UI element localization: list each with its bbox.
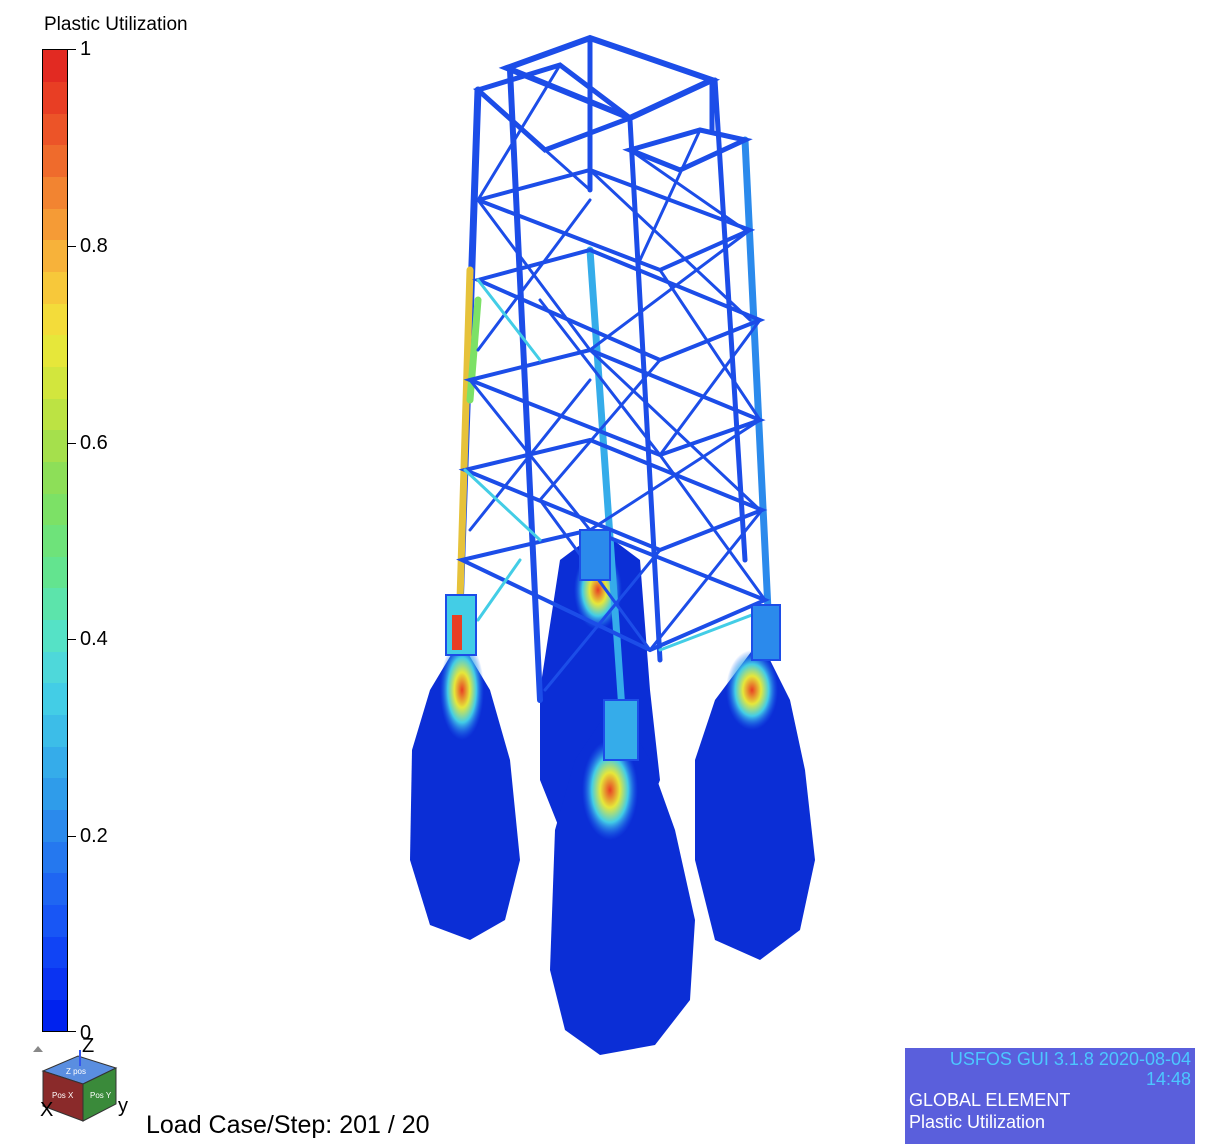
color-bar-segment [43, 144, 67, 178]
tick-label-0.6: 0.6 [80, 432, 108, 454]
tick-mark [68, 246, 76, 247]
color-bar-segment [43, 50, 67, 83]
x-axis-label: X [40, 1099, 53, 1121]
triad-face-top-label: Z pos [66, 1067, 86, 1076]
triad-face-right [82, 1067, 117, 1122]
color-bar-segment [43, 429, 67, 462]
foundation-piles [410, 530, 815, 1055]
color-bar-segment [43, 682, 67, 716]
tick-label-0.2: 0.2 [80, 825, 108, 847]
version-label: USFOS GUI 3.1.8 2020-08-04 14:48 [949, 1049, 1191, 1089]
color-bar-segment [43, 967, 67, 1000]
color-bar-segment [43, 556, 67, 589]
color-bar-segment [43, 809, 67, 842]
color-bar-segment [43, 524, 67, 557]
color-bar-segment [43, 619, 67, 652]
tick-label-0: 0 [80, 1022, 92, 1044]
result-scope-label: GLOBAL ELEMENT [909, 1090, 1071, 1110]
color-bar-segment [43, 904, 67, 937]
tick-mark [68, 443, 76, 444]
tick-label-1: 1 [80, 38, 92, 60]
hotspot-left [440, 640, 484, 740]
triad-face-right-label: Pos Y [90, 1091, 112, 1100]
color-bar-segment [43, 334, 67, 367]
color-bar-segment [43, 113, 67, 146]
pile-body-right [695, 640, 815, 960]
y-axis-label: y [118, 1095, 128, 1117]
tick-label-0.8: 0.8 [80, 235, 108, 257]
tick-mark [68, 836, 76, 837]
up-arrow-icon[interactable] [33, 1046, 43, 1052]
color-bar-segment [43, 999, 67, 1032]
tick-mark [68, 49, 76, 50]
color-bar-segment [43, 714, 67, 747]
color-bar-segment [43, 303, 67, 336]
hotspot-right [726, 650, 778, 730]
color-bar-segment [43, 81, 67, 114]
color-bar-segment [43, 493, 67, 526]
color-bar-segment [43, 208, 67, 241]
legend-title: Plastic Utilization [44, 14, 188, 35]
hotspot-front [582, 740, 638, 840]
color-bar-segment [43, 777, 67, 810]
color-bar-segment [43, 651, 67, 684]
color-bar-segment [43, 176, 67, 209]
color-bar [42, 49, 68, 1032]
triad-face-left-label: Pos X [52, 1091, 74, 1100]
color-bar-segment [43, 366, 67, 399]
z-axis-label: Z [82, 1036, 94, 1057]
color-bar-segment [43, 587, 67, 621]
color-bar-segment [43, 872, 67, 905]
pile-body-left [410, 640, 520, 940]
color-bar-segment [43, 746, 67, 779]
color-bar-segment [43, 841, 67, 874]
result-type-label: Plastic Utilization [909, 1112, 1046, 1132]
color-bar-segment [43, 936, 67, 969]
tick-mark [68, 639, 76, 640]
color-bar-segment [43, 398, 67, 431]
tick-label-0.4: 0.4 [80, 628, 108, 650]
color-bar-segment [43, 239, 67, 272]
jacket-structure [445, 34, 781, 761]
tick-mark [68, 1031, 76, 1032]
load-case-step-label: Load Case/Step: 201 / 20 [146, 1111, 430, 1139]
color-bar-segment [43, 271, 67, 304]
color-bar-segment [43, 461, 67, 494]
axes-triad[interactable]: Z pos Pos X Pos Y Z X y [28, 1036, 138, 1126]
info-box: USFOS GUI 3.1.8 2020-08-04 14:48 GLOBAL … [905, 1048, 1195, 1144]
